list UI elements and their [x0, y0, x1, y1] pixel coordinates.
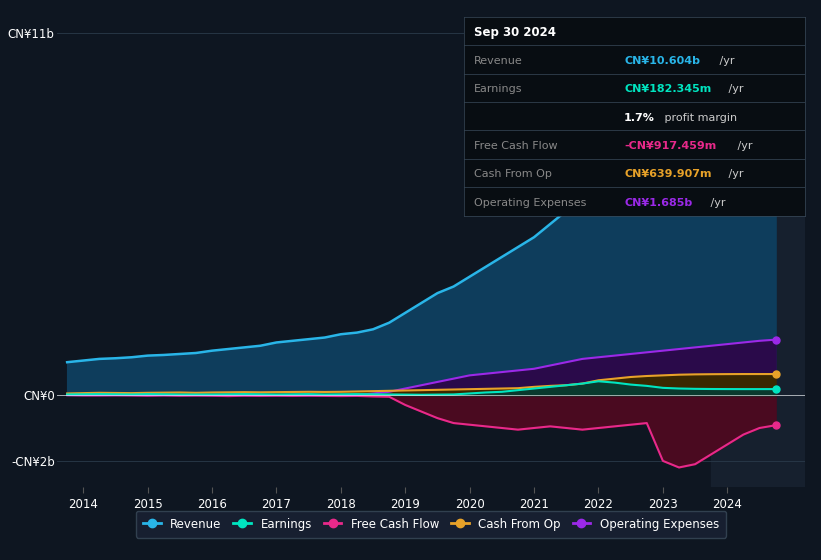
- Text: /yr: /yr: [725, 170, 744, 179]
- Text: Sep 30 2024: Sep 30 2024: [474, 26, 556, 39]
- Text: 1.7%: 1.7%: [624, 113, 655, 123]
- Text: CN¥10.604b: CN¥10.604b: [624, 56, 700, 66]
- Text: /yr: /yr: [716, 56, 735, 66]
- Text: Revenue: Revenue: [474, 56, 523, 66]
- Text: /yr: /yr: [707, 198, 725, 208]
- Text: Earnings: Earnings: [474, 84, 523, 94]
- Text: -CN¥917.459m: -CN¥917.459m: [624, 141, 716, 151]
- Text: CN¥182.345m: CN¥182.345m: [624, 84, 711, 94]
- Bar: [711, 17, 805, 487]
- Text: /yr: /yr: [725, 84, 744, 94]
- Text: CN¥1.685b: CN¥1.685b: [624, 198, 692, 208]
- Text: Free Cash Flow: Free Cash Flow: [474, 141, 557, 151]
- Text: /yr: /yr: [735, 141, 753, 151]
- Text: Operating Expenses: Operating Expenses: [474, 198, 586, 208]
- Legend: Revenue, Earnings, Free Cash Flow, Cash From Op, Operating Expenses: Revenue, Earnings, Free Cash Flow, Cash …: [136, 511, 726, 538]
- Text: profit margin: profit margin: [661, 113, 737, 123]
- Text: CN¥639.907m: CN¥639.907m: [624, 170, 712, 179]
- Text: Cash From Op: Cash From Op: [474, 170, 552, 179]
